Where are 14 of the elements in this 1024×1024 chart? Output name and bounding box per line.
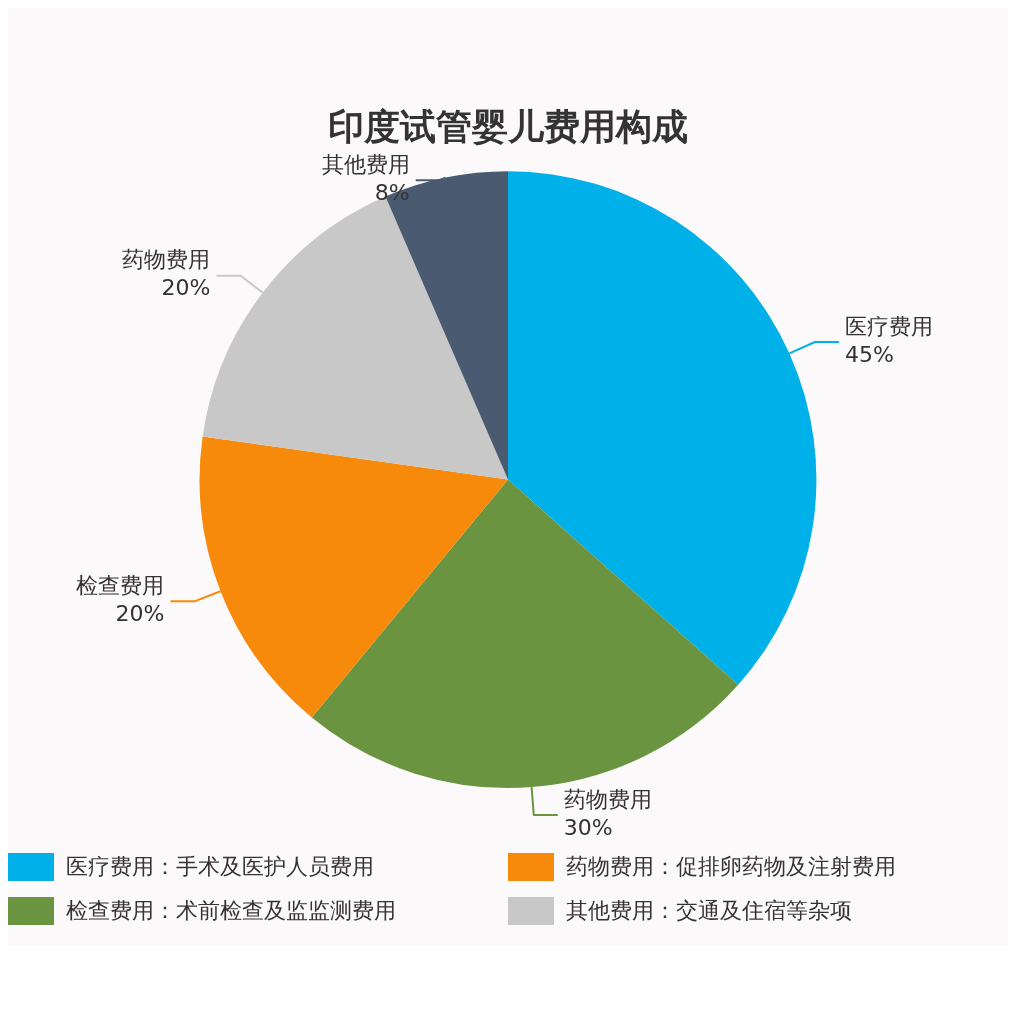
data-label: 20% (161, 275, 211, 301)
data-label: 20% (115, 601, 165, 627)
slice-label: 其他费用 (321, 151, 410, 177)
slice-label: 医疗费用 (844, 313, 933, 339)
data-label: 45% (844, 341, 894, 367)
text: 检查费用：术前检查及监监测费用 (66, 897, 396, 925)
text: 医疗费用：手术及医护人员费用 (66, 853, 374, 881)
chart-title: 印度试管婴儿费用构成 (328, 105, 688, 147)
data-label: 30% (563, 814, 613, 840)
slice-label: 检查费用 (76, 573, 165, 599)
text: 其他费用：交通及住宿等杂项 (566, 897, 852, 925)
text: 药物费用：促排卵药物及注射费用 (566, 853, 896, 881)
slice-label: 药物费用 (563, 786, 652, 812)
slice-label: 药物费用 (122, 247, 211, 273)
